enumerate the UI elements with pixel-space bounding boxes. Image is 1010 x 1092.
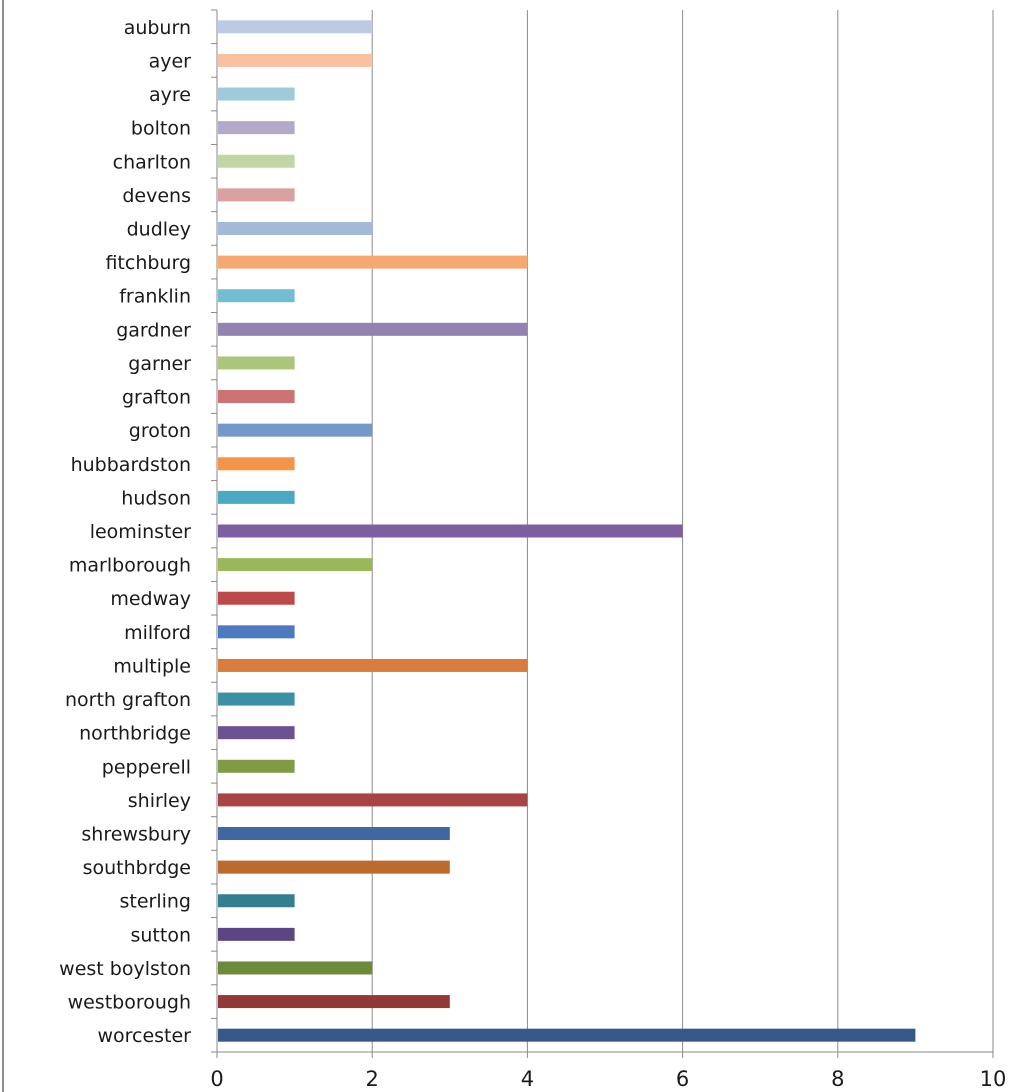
category-labels: auburn ayer ayre bolton charlton devens dudley… [59,17,191,1047]
bar-devens [218,188,295,201]
bar-ayre [218,88,295,101]
bar-medway [218,592,295,605]
category-label: pepperell [102,756,191,778]
bar-gardner [218,323,527,336]
bar-groton [218,424,372,437]
category-label: milford [124,622,191,644]
category-label: worcester [97,1025,191,1047]
category-label: hudson [121,487,191,509]
bar-auburn [218,20,372,33]
bar-milford [218,625,295,638]
bar-dudley [218,222,372,235]
category-label: devens [122,185,191,207]
category-label: northbridge [79,723,191,745]
category-label: multiple [113,655,191,677]
category-label: franklin [119,286,191,308]
category-label: dudley [127,218,191,240]
bar-charlton [218,155,295,168]
category-label: west boylston [59,958,191,980]
bar-hubbardston [218,457,295,470]
bar-hudson [218,491,295,504]
category-label: gardner [116,319,191,341]
category-label: westborough [68,992,191,1014]
category-label: north grafton [65,689,191,711]
bar-northbridge [218,726,295,739]
category-label: auburn [124,17,191,39]
bar-north-grafton [218,693,295,706]
bar-multiple [218,659,527,672]
category-label: groton [129,420,191,442]
category-label: southbrdge [83,857,191,879]
category-label: leominster [90,521,191,543]
bar-bolton [218,121,295,134]
bar-shirley [218,793,527,806]
category-label: shrewsbury [81,824,191,846]
bars [218,20,915,1041]
category-label: ayre [149,84,191,106]
bar-westborough [218,995,450,1008]
category-label: marlborough [69,555,191,577]
category-label: grafton [122,387,191,409]
x-tick-label: 2 [366,1067,379,1091]
category-label: charlton [113,151,191,173]
category-label: fitchburg [105,252,191,274]
bar-marlborough [218,558,372,571]
bar-fitchburg [218,256,527,269]
x-tick-label: 0 [210,1067,223,1091]
category-label: ayer [149,50,192,72]
x-tick-label: 8 [831,1067,844,1091]
category-label: sterling [119,891,191,913]
x-tick-label: 4 [521,1067,534,1091]
bar-franklin [218,289,295,302]
bar-worcester [218,1029,915,1042]
x-tick-label: 10 [980,1067,1007,1091]
bar-garner [218,356,295,369]
x-tick-labels: 0 2 4 6 8 10 [210,1067,1006,1091]
bar-pepperell [218,760,295,773]
category-label: garner [128,353,191,375]
category-label: sutton [130,924,191,946]
bar-sterling [218,894,295,907]
bar-sutton [218,928,295,941]
bar-ayer [218,54,372,67]
category-label: medway [110,588,191,610]
category-label: hubbardston [71,454,191,476]
bar-west-boylston [218,961,372,974]
x-tick-label: 6 [676,1067,689,1091]
category-label: bolton [131,118,191,140]
category-label: shirley [128,790,191,812]
bar-shrewsbury [218,827,450,840]
bar-southbrdge [218,861,450,874]
bar-grafton [218,390,295,403]
bar-leominster [218,525,683,538]
